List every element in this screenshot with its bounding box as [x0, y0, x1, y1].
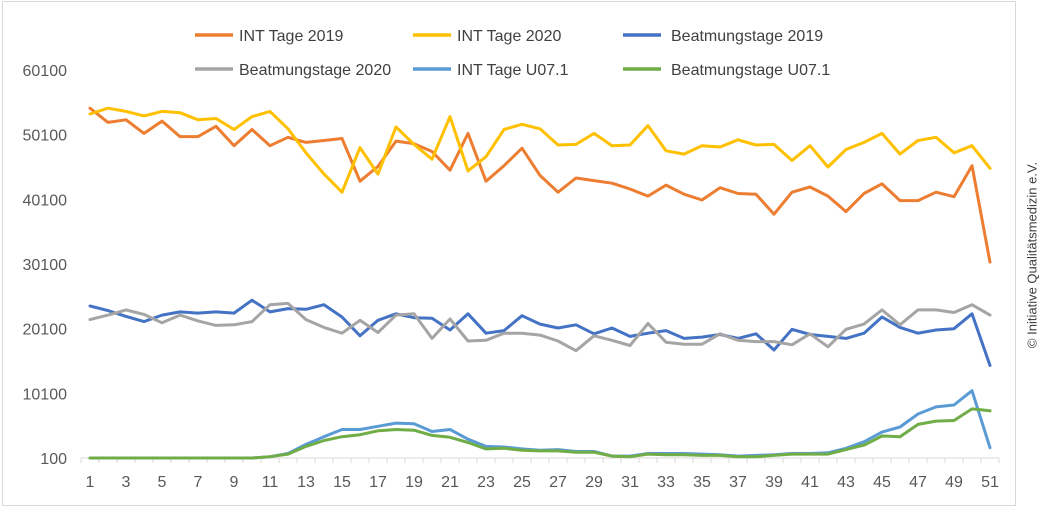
x-tick-label: 27: [549, 474, 567, 491]
x-tick-label: 43: [837, 474, 855, 491]
legend-label: Beatmungstage 2020: [239, 62, 391, 79]
y-tick-label: 50100: [23, 128, 68, 145]
x-tick-label: 3: [122, 474, 131, 491]
series-line-5: [88, 407, 992, 460]
x-tick-label: 47: [909, 474, 927, 491]
x-tick-label: 19: [405, 474, 423, 491]
x-tick-label: 23: [477, 474, 495, 491]
y-tick-label: 30100: [23, 257, 68, 274]
x-tick-label: 9: [230, 474, 239, 491]
x-tick-label: 25: [513, 474, 531, 491]
y-tick-label: 100: [40, 451, 67, 468]
y-tick-label: 40100: [23, 192, 68, 209]
legend-entry-5: Beatmungstage U07.1: [623, 62, 830, 79]
x-tick-label: 41: [801, 474, 819, 491]
x-tick-label: 7: [194, 474, 203, 491]
series-line-3: [88, 301, 992, 353]
x-tick-label: 21: [441, 474, 459, 491]
x-tick-label: 13: [297, 474, 315, 491]
x-tick-label: 29: [585, 474, 603, 491]
series-line-0: [88, 106, 992, 264]
x-tick-label: 49: [945, 474, 963, 491]
x-tick-label: 39: [765, 474, 783, 491]
x-tick-label: 33: [657, 474, 675, 491]
legend-entry-2: Beatmungstage 2019: [623, 28, 823, 45]
series-line-1: [88, 106, 992, 194]
legend-label: INT Tage 2020: [457, 28, 561, 45]
x-tick-label: 15: [333, 474, 351, 491]
legend-label: Beatmungstage 2019: [671, 28, 823, 45]
x-tick-label: 1: [86, 474, 95, 491]
x-tick-label: 11: [262, 474, 279, 491]
legend-label: INT Tage 2019: [239, 28, 343, 45]
line-chart: 1 3 5 7 9 11 13 15 17 19 21 23 25 27 29 31 33 35 37 39 41 43 4…: [23, 28, 1000, 491]
legend-entry-4: INT Tage U07.1: [413, 62, 569, 79]
x-tick-label: 17: [369, 474, 387, 491]
y-tick-label: 60100: [23, 63, 68, 80]
y-tick-label: 20100: [23, 322, 68, 339]
legend-entry-3: Beatmungstage 2020: [195, 62, 391, 79]
x-tick-label: 35: [693, 474, 711, 491]
legend-entry-1: INT Tage 2020: [413, 28, 561, 45]
x-tick-label: 51: [981, 474, 999, 491]
x-tick-label: 45: [873, 474, 891, 491]
legend-label: Beatmungstage U07.1: [671, 62, 830, 79]
x-tick-label: 37: [729, 474, 747, 491]
credit-text: © Initiative Qualitätsmedizin e.V.: [1024, 161, 1039, 348]
x-tick-label: 5: [158, 474, 167, 491]
series-line-2: [88, 298, 992, 367]
x-tick-label: 31: [621, 474, 639, 491]
legend-label: INT Tage U07.1: [457, 62, 569, 79]
y-tick-label: 10100: [23, 386, 68, 403]
credit-label: © Initiative Qualitätsmedizin e.V.: [1018, 0, 1045, 509]
legend-entry-0: INT Tage 2019: [195, 28, 343, 45]
chart-frame: 1 3 5 7 9 11 13 15 17 19 21 23 25 27 29 31 33 35 37 39 41 43 4…: [2, 1, 1016, 506]
